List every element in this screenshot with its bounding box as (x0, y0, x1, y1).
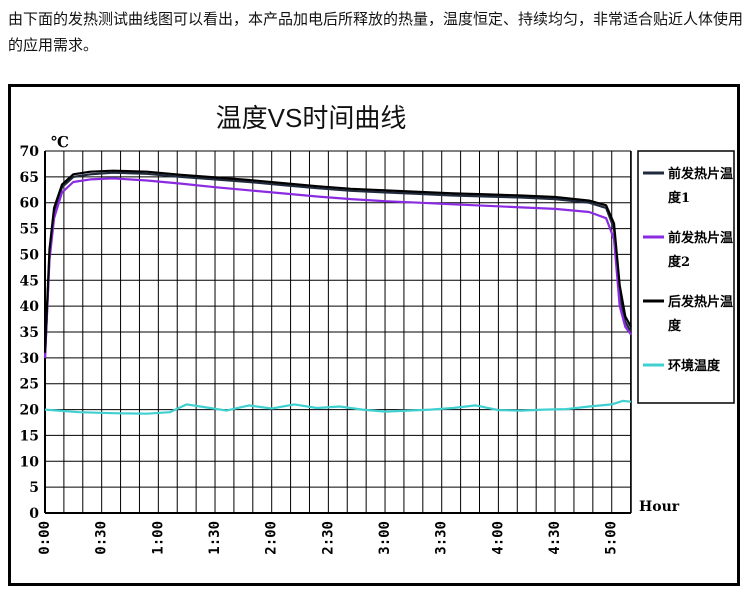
x-tick-label: 4:30 (547, 521, 563, 555)
x-tick-label: 0:30 (94, 521, 110, 555)
y-tick-label: 10 (20, 454, 40, 470)
legend-label-2: 前发热片温度2 (668, 230, 733, 270)
y-tick-label: 65 (20, 170, 39, 186)
intro-text: 由下面的发热测试曲线图可以看出，本产品加电后所释放的热量，温度恒定、持续均匀，非… (8, 10, 744, 54)
y-tick-label: 15 (20, 428, 39, 444)
y-tick-label: 45 (20, 273, 39, 289)
y-tick-label: 30 (20, 351, 40, 367)
legend-label-4: 环境温度 (668, 358, 721, 374)
y-tick-label: 35 (20, 325, 39, 341)
y-tick-label: 20 (20, 403, 40, 419)
chart-title: 温度VS时间曲线 (216, 103, 407, 133)
y-tick-label: 0 (29, 506, 39, 522)
x-axis-label: Hour (639, 499, 680, 515)
y-tick-label: 25 (20, 377, 39, 393)
x-tick-label: 3:00 (377, 521, 393, 555)
y-tick-label: 70 (20, 144, 40, 160)
temperature-time-chart: 温度VS时间曲线 ℃ Hour 0 5 10 15 20 25 30 35 40 45 50 55 60… (20, 103, 735, 555)
axis-layer: 0 5 10 15 20 25 30 35 40 45 50 55 60 65 70 0:00 0:30 1:00… (20, 144, 631, 555)
x-tick-label: 4:00 (490, 521, 506, 555)
y-tick-label: 40 (20, 299, 40, 315)
x-tick-label: 2:30 (320, 521, 336, 555)
legend-label-3: 后发热片温度 (668, 294, 733, 334)
x-tick-label: 0:00 (37, 521, 53, 555)
y-tick-label: 55 (20, 222, 39, 238)
x-tick-label: 1:30 (207, 521, 223, 555)
y-tick-label: 60 (20, 196, 40, 212)
y-tick-label: 50 (20, 247, 40, 263)
chart-frame: 温度VS时间曲线 ℃ Hour 0 5 10 15 20 25 30 35 40 45 50 55 60… (8, 84, 740, 586)
x-tick-label: 3:30 (434, 521, 450, 555)
legend-box (637, 150, 735, 404)
x-tick-label: 5:00 (604, 521, 620, 555)
series-line-4 (44, 399, 632, 415)
series-layer (43, 169, 632, 415)
x-tick-label: 1:00 (150, 521, 166, 555)
y-tick-label: 5 (29, 480, 39, 496)
series-line-2 (43, 177, 632, 358)
x-tick-label: 2:00 (264, 521, 280, 555)
y-axis-unit-label: ℃ (51, 133, 69, 151)
series-line-3 (43, 169, 632, 353)
series-line-1 (43, 171, 632, 358)
grid-layer (44, 150, 632, 514)
legend-label-1: 前发热片温度1 (668, 166, 733, 206)
